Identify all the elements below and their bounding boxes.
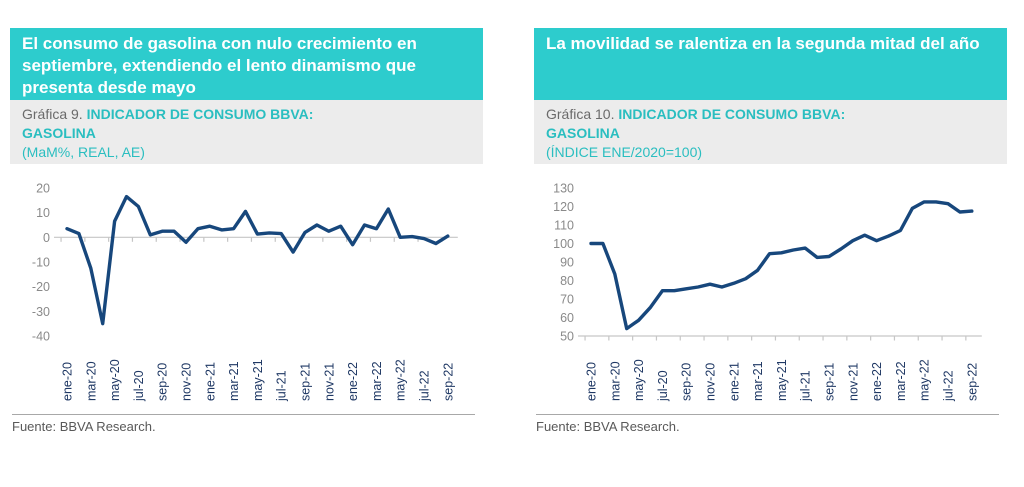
caption-line1: Gráfica 9. INDICADOR DE CONSUMO BBVA: — [22, 105, 473, 124]
chart-units: (MaM%, REAL, AE) — [22, 144, 145, 160]
chart-headline: El consumo de gasolina con nulo crecimie… — [10, 28, 483, 100]
x-tick-label: may-20 — [632, 359, 646, 401]
x-tick-label: mar-20 — [608, 361, 622, 401]
footer-divider — [12, 414, 475, 415]
chart-svg: 20 10 0 -10 -20 -30 -40 ene-20 mar-20 may-20 jul-2… — [32, 182, 458, 402]
caption-line1: Gráfica 10. INDICADOR DE CONSUMO BBVA: — [546, 105, 997, 124]
y-tick-label: -20 — [32, 280, 50, 294]
x-tick-label: jul-21 — [799, 370, 813, 402]
x-tick-label: mar-20 — [84, 361, 98, 401]
chart-headline: La movilidad se ralentiza en la segunda … — [534, 28, 1007, 100]
y-tick-label: -10 — [32, 256, 50, 270]
x-tick-label: nov-21 — [846, 363, 860, 401]
x-tick-label: jul-20 — [656, 370, 670, 402]
x-tick-label: sep-22 — [441, 363, 455, 401]
line-chart-mom: 20 10 0 -10 -20 -30 -40 ene-20 mar-20 may-20 jul-2… — [10, 171, 483, 411]
x-tick-label: jul-22 — [942, 370, 956, 402]
chart-card-gasolina-mom: El consumo de gasolina con nulo crecimie… — [10, 28, 483, 440]
graph-number-label: Gráfica 10. — [546, 106, 615, 122]
x-tick-label: ene-21 — [203, 362, 217, 401]
x-tick-label: jul-21 — [275, 370, 289, 402]
x-tick-label: mar-21 — [227, 361, 241, 401]
x-tick-label: may-21 — [251, 359, 265, 401]
y-tick-label: 100 — [553, 237, 574, 251]
graph-number-label: Gráfica 9. — [22, 106, 83, 122]
x-tick-label: nov-20 — [180, 363, 194, 401]
x-tick-label: ene-22 — [346, 362, 360, 401]
x-tick-label: ene-22 — [870, 362, 884, 401]
y-tick-label: 50 — [560, 330, 574, 344]
y-tick-label: 110 — [554, 219, 574, 233]
x-tick-label: sep-20 — [156, 363, 170, 401]
y-tick-label: 80 — [560, 274, 574, 288]
x-tick-label: jul-22 — [418, 370, 432, 402]
y-tick-label: 10 — [36, 206, 50, 220]
x-tick-label: may-22 — [394, 359, 408, 401]
chart-title: INDICADOR DE CONSUMO BBVA: — [86, 106, 314, 122]
data-series-line — [589, 200, 974, 331]
x-tick-label: mar-22 — [370, 361, 384, 401]
chart-svg: 130 120 110 100 90 80 70 60 50 ene-20 mar-20 may-20… — [553, 182, 982, 402]
y-tick-label: -40 — [32, 330, 50, 344]
x-tick-label: may-21 — [775, 359, 789, 401]
y-tick-label: 130 — [553, 182, 574, 196]
x-tick-label: sep-21 — [299, 363, 313, 401]
chart-caption: Gráfica 10. INDICADOR DE CONSUMO BBVA: G… — [534, 100, 1007, 164]
y-tick-label: -30 — [32, 305, 50, 319]
chart-caption: Gráfica 9. INDICADOR DE CONSUMO BBVA: GA… — [10, 100, 483, 164]
y-tick-label: 120 — [553, 200, 574, 214]
x-tick-label: may-20 — [108, 359, 122, 401]
data-series-line — [65, 194, 450, 326]
x-tick-label: sep-21 — [823, 363, 837, 401]
y-tick-label: 60 — [560, 311, 574, 325]
chart-title-line2: GASOLINA — [546, 125, 620, 141]
x-tick-label: sep-20 — [680, 363, 694, 401]
y-tick-label: 20 — [36, 182, 50, 196]
chart-title-line2: GASOLINA — [22, 125, 96, 141]
x-tick-label: nov-21 — [322, 363, 336, 401]
x-tick-label: mar-21 — [751, 361, 765, 401]
y-tick-label: 70 — [560, 293, 574, 307]
x-tick-label: jul-20 — [132, 370, 146, 402]
x-tick-label: nov-20 — [704, 363, 718, 401]
x-tick-label: may-22 — [918, 359, 932, 401]
x-tick-label: ene-20 — [585, 362, 599, 401]
chart-units: (ÍNDICE ENE/2020=100) — [546, 144, 703, 160]
x-tick-label: ene-21 — [727, 362, 741, 401]
footer-divider — [536, 414, 999, 415]
chart-card-gasolina-index: La movilidad se ralentiza en la segunda … — [534, 28, 1007, 440]
y-tick-label: 90 — [560, 256, 574, 270]
x-tick-label: sep-22 — [965, 363, 979, 401]
chart-title: INDICADOR DE CONSUMO BBVA: — [618, 106, 846, 122]
source-note: Fuente: BBVA Research. — [536, 419, 680, 434]
x-tick-label: mar-22 — [894, 361, 908, 401]
source-note: Fuente: BBVA Research. — [12, 419, 156, 434]
x-tick-label: ene-20 — [61, 362, 75, 401]
y-tick-label: 0 — [43, 231, 50, 245]
line-chart-index: 130 120 110 100 90 80 70 60 50 ene-20 mar-20 may-20… — [534, 171, 1007, 411]
